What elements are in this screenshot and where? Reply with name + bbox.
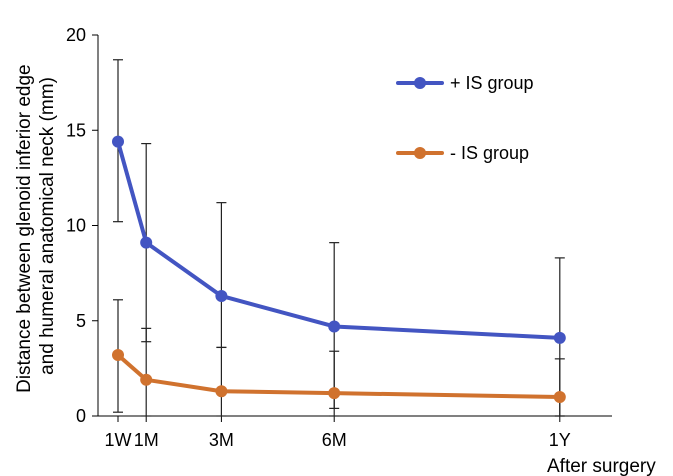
y-axis-title: Distance between glenoid inferior edge a… xyxy=(14,59,58,393)
series-lines xyxy=(116,139,562,399)
data-point xyxy=(112,135,124,148)
x-tick-label: 3M xyxy=(209,430,234,450)
y-tick-label: 10 xyxy=(66,216,86,236)
data-point xyxy=(328,387,341,400)
error-bars xyxy=(113,59,565,417)
y-tick-label: 0 xyxy=(76,406,86,426)
legend: + IS group - IS group xyxy=(396,73,534,163)
data-point xyxy=(553,390,566,403)
y-tick-label: 5 xyxy=(76,311,86,331)
series-points xyxy=(112,135,566,403)
x-tick-label: 6M xyxy=(322,430,347,450)
x-tick-label: 1M xyxy=(134,430,159,450)
x-tick-label: 1W xyxy=(105,430,132,450)
data-point xyxy=(140,373,153,386)
x-tick-label: 1Y xyxy=(549,430,571,450)
x-ticks: 1W 1M 3M 6M 1Y xyxy=(105,416,571,450)
y-ticks: 0 5 10 15 20 xyxy=(66,25,98,426)
series-line-0 xyxy=(116,139,562,340)
y-tick-label: 20 xyxy=(66,25,86,45)
data-point xyxy=(328,320,341,333)
x-axis-title: After surgery xyxy=(547,456,656,476)
axes xyxy=(97,35,612,417)
legend-label: + IS group xyxy=(450,73,534,93)
y-tick-label: 15 xyxy=(66,120,86,140)
legend-label: - IS group xyxy=(450,143,529,163)
legend-marker xyxy=(414,77,426,89)
y-axis-title-line2: and humeral anatomical neck (mm) xyxy=(37,77,58,375)
data-point xyxy=(215,289,228,302)
data-point xyxy=(215,385,228,398)
data-point xyxy=(140,236,153,249)
y-axis-title-line1: Distance between glenoid inferior edge xyxy=(14,64,35,393)
data-point xyxy=(112,349,124,362)
legend-marker xyxy=(414,147,426,159)
data-point xyxy=(553,331,566,344)
